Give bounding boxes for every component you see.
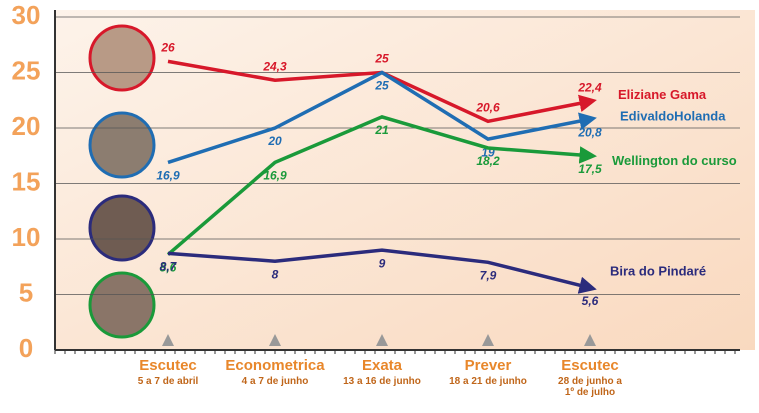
category-marker	[482, 334, 494, 346]
series-line	[167, 248, 597, 294]
x-tick-label: Prever	[465, 357, 512, 374]
value-label: 5,6	[582, 294, 599, 308]
value-label: 20,6	[475, 101, 500, 115]
value-label: 22,4	[577, 81, 602, 95]
photos	[88, 24, 156, 339]
value-label: 8,7	[160, 260, 178, 274]
x-tick-label: Escutec	[561, 357, 619, 374]
x-tick-label: Escutec	[139, 357, 197, 374]
value-label: 25	[374, 52, 389, 66]
legend-label: Eliziane Gama	[618, 87, 707, 102]
value-label: 16,9	[156, 169, 180, 183]
category-marker	[376, 334, 388, 346]
y-tick-label: 15	[12, 166, 41, 196]
category-marker	[162, 334, 174, 346]
series-line	[167, 70, 597, 165]
value-label: 9	[379, 256, 386, 270]
category-marker	[584, 334, 596, 346]
value-label: 25	[374, 79, 389, 93]
y-tick-label: 0	[19, 333, 33, 363]
value-label: 26	[160, 41, 175, 55]
category-subtitle: 13 a 16 de junho	[343, 376, 421, 387]
value-label: 18,2	[476, 154, 500, 168]
value-label: 16,9	[263, 169, 287, 183]
category-subtitle: 4 a 7 de junho	[241, 376, 309, 387]
category-subtitle: 28 de junho a 1º de julho	[558, 376, 622, 398]
series-line	[166, 115, 597, 256]
x-tick-label: Econometrica	[225, 357, 325, 374]
y-tick-label: 5	[19, 277, 33, 307]
value-label: 21	[374, 123, 389, 137]
category-subtitle: 5 a 7 de abril	[137, 376, 199, 387]
legend-label: Wellington do curso	[612, 153, 737, 168]
y-tick-label: 10	[12, 222, 41, 252]
category-marker	[269, 334, 281, 346]
value-label: 8	[272, 267, 279, 281]
value-label: 8,6	[160, 261, 177, 275]
value-label: 24,3	[262, 59, 287, 73]
value-label: 20	[267, 134, 282, 148]
legend-label: Bira do Pindaré	[610, 263, 706, 278]
legend-label: EdivaldoHolanda	[620, 109, 726, 124]
category-subtitle: 18 a 21 de junho	[449, 376, 527, 387]
x-tick-label: Exata	[362, 357, 403, 374]
y-tick-label: 25	[12, 55, 41, 85]
y-tick-label: 30	[12, 0, 41, 30]
y-tick-label: 20	[12, 111, 41, 141]
value-label: 7,9	[480, 268, 497, 282]
value-label: 17,5	[578, 162, 602, 176]
plot-background	[55, 10, 755, 350]
value-label: 20,8	[577, 125, 602, 139]
